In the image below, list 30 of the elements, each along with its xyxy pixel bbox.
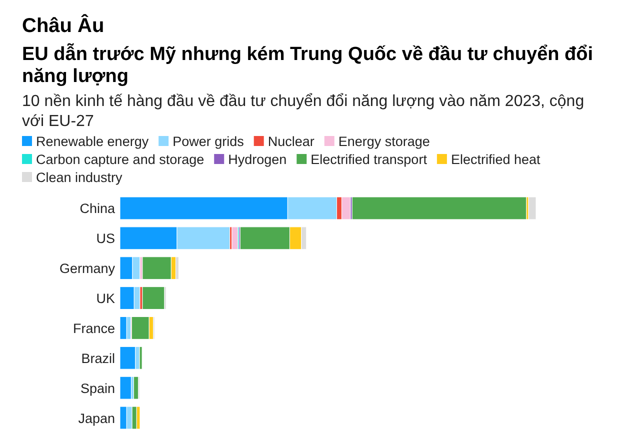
chart-subtitle: 10 nền kinh tế hàng đầu về đầu tư chuyển đổi năng lượng vào năm 2023, cộng với EU-27 [22,93,584,130]
bar [142,286,165,310]
bar [142,256,172,280]
legend-label: Power grids [172,134,244,149]
legend-label: Hydrogen [228,152,287,167]
legend-label: Renewable energy [36,134,149,149]
y-tick-label: France [72,320,115,336]
y-tick-label: Brazil [81,350,115,366]
y-tick-label: UK [96,291,115,306]
bar [232,226,238,250]
bar [120,376,132,400]
bar [528,196,536,220]
legend-label: Nuclear [268,134,315,149]
bar [175,256,179,280]
bar [139,346,142,370]
legend-label: Energy storage [338,134,430,149]
legend-label: Carbon capture and storage [36,152,204,167]
y-tick-label: US [96,231,115,246]
bar [120,346,136,370]
y-tick-label: Germany [59,261,116,276]
y-tick-label: China [80,201,116,216]
legend-label: Electrified transport [310,152,428,167]
chart-title: EU dẫn trước Mỹ nhưng kém Trung Quốc về đầu tư chuyển đổi năng lượng [22,43,594,87]
y-tick-label: Japan [78,410,115,426]
legend-label: Clean industry [36,170,123,185]
bar [352,196,527,220]
y-tick-label: Spain [80,380,115,396]
text: Châu Âu [22,14,104,37]
legend-label: Electrified heat [450,152,540,167]
bar [120,316,127,340]
